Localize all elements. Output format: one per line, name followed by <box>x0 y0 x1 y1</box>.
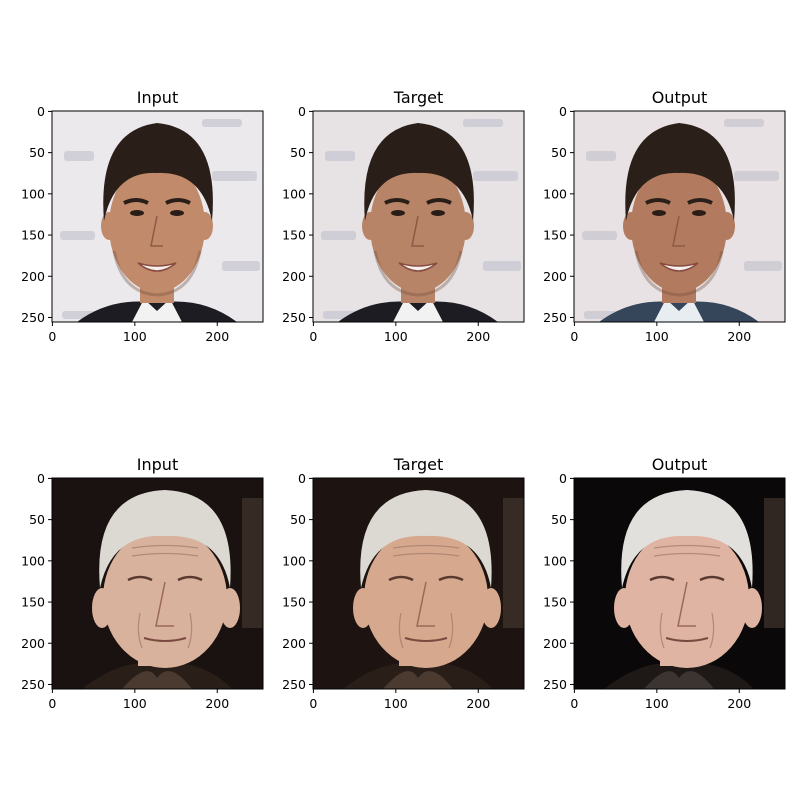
x-tick-label: 100 <box>645 696 669 711</box>
face-image <box>574 111 785 322</box>
y-tick-label: 150 <box>21 228 45 243</box>
x-tick-label: 200 <box>727 696 751 711</box>
y-tick-label: 200 <box>282 636 306 651</box>
x-tick-label: 200 <box>205 329 229 344</box>
y-tick-label: 150 <box>543 595 567 610</box>
y-tick-label: 0 <box>298 471 306 486</box>
y-tick-label: 200 <box>21 269 45 284</box>
panel-title: Target <box>393 88 444 107</box>
x-tick-label: 100 <box>384 696 408 711</box>
y-tick-label: 150 <box>282 228 306 243</box>
y-tick-label: 50 <box>551 512 567 527</box>
y-tick-label: 0 <box>37 471 45 486</box>
y-tick-label: 200 <box>543 636 567 651</box>
y-tick-label: 50 <box>551 145 567 160</box>
y-tick-label: 250 <box>21 310 45 325</box>
panel-title: Output <box>652 455 708 474</box>
y-tick-label: 250 <box>543 310 567 325</box>
x-tick-label: 0 <box>309 329 317 344</box>
axes-frame <box>573 477 786 690</box>
y-tick-label: 0 <box>37 104 45 119</box>
y-tick-label: 150 <box>21 595 45 610</box>
y-tick-label: 0 <box>559 104 567 119</box>
x-tick-label: 0 <box>309 696 317 711</box>
axes-frame <box>312 110 525 323</box>
y-tick-label: 50 <box>29 145 45 160</box>
face-image <box>313 478 524 689</box>
x-tick-label: 200 <box>466 696 490 711</box>
x-tick-label: 0 <box>48 696 56 711</box>
y-tick-label: 0 <box>298 104 306 119</box>
y-tick-label: 100 <box>282 553 306 568</box>
face-image <box>52 111 263 322</box>
y-tick-label: 100 <box>282 186 306 201</box>
x-tick-label: 100 <box>123 696 147 711</box>
y-tick-label: 250 <box>282 310 306 325</box>
axes-frame <box>51 110 264 323</box>
y-tick-label: 100 <box>543 186 567 201</box>
x-tick-label: 200 <box>727 329 751 344</box>
axes-frame <box>312 477 525 690</box>
x-tick-label: 200 <box>466 329 490 344</box>
x-tick-label: 0 <box>48 329 56 344</box>
x-tick-label: 100 <box>123 329 147 344</box>
y-tick-label: 100 <box>21 553 45 568</box>
panel-title: Target <box>393 455 444 474</box>
x-tick-label: 0 <box>570 696 578 711</box>
y-tick-label: 200 <box>21 636 45 651</box>
y-tick-label: 0 <box>559 471 567 486</box>
y-tick-label: 150 <box>282 595 306 610</box>
x-tick-label: 200 <box>205 696 229 711</box>
y-tick-label: 50 <box>290 145 306 160</box>
x-tick-label: 100 <box>384 329 408 344</box>
y-tick-label: 50 <box>290 512 306 527</box>
y-tick-label: 100 <box>543 553 567 568</box>
y-tick-label: 200 <box>282 269 306 284</box>
y-tick-label: 200 <box>543 269 567 284</box>
axes-frame <box>51 477 264 690</box>
x-tick-label: 100 <box>645 329 669 344</box>
y-tick-label: 250 <box>21 677 45 692</box>
panel-title: Output <box>652 88 708 107</box>
y-tick-label: 250 <box>543 677 567 692</box>
face-image <box>313 111 524 322</box>
y-tick-label: 250 <box>282 677 306 692</box>
panel-title: Input <box>137 88 178 107</box>
panel-title: Input <box>137 455 178 474</box>
face-image <box>52 478 263 689</box>
y-tick-label: 100 <box>21 186 45 201</box>
axes-frame <box>573 110 786 323</box>
x-tick-label: 0 <box>570 329 578 344</box>
face-image <box>574 478 785 689</box>
y-tick-label: 50 <box>29 512 45 527</box>
y-tick-label: 150 <box>543 228 567 243</box>
